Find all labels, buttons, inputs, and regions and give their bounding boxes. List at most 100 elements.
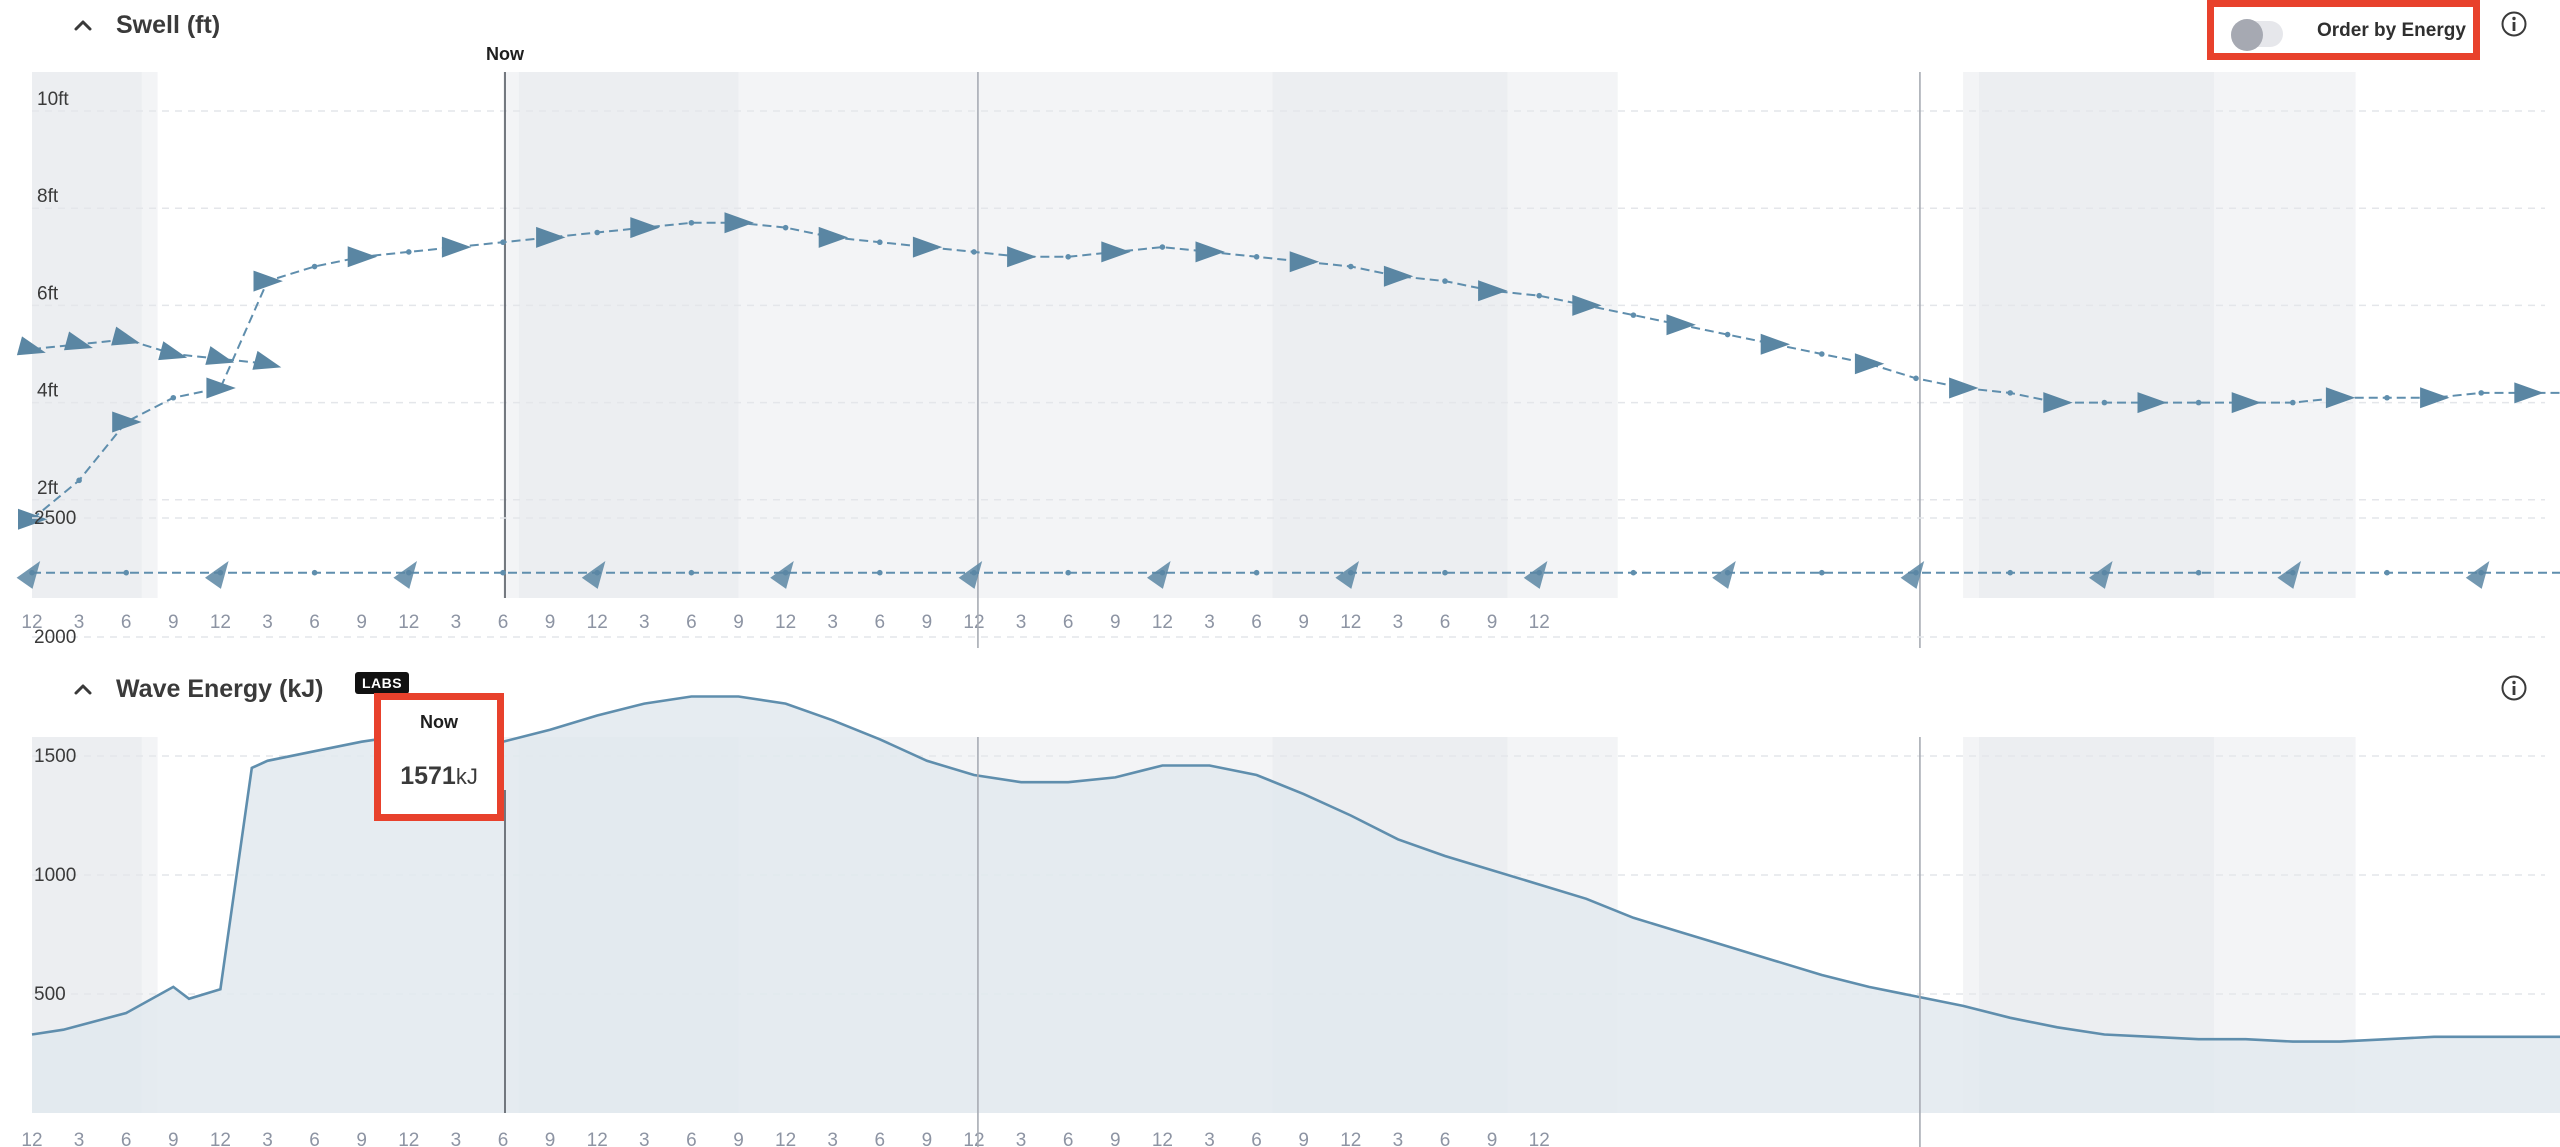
order-by-energy-toggle[interactable] <box>2231 19 2283 51</box>
energy-y-tick-label: 2500 <box>34 508 76 529</box>
swell-x-tick-label: 12 <box>1340 612 1361 633</box>
energy-x-tick-label: 9 <box>1298 1130 1309 1147</box>
swell-data-point <box>1913 375 1919 382</box>
swell-direction-arrow <box>1383 265 1414 287</box>
now-energy-label: Now <box>420 712 458 732</box>
toggle-knob[interactable] <box>2231 19 2263 51</box>
swell-data-point <box>1348 263 1354 270</box>
swell-x-tick-label: 12 <box>1529 612 1550 633</box>
swell-direction-arrow <box>18 508 48 530</box>
swell-x-tick-label: 9 <box>545 612 556 633</box>
swell-x-tick-label: 3 <box>262 612 273 633</box>
energy-x-tick-label: 12 <box>398 1130 419 1147</box>
swell-direction-arrow <box>1147 561 1171 589</box>
swell-x-tick-label: 12 <box>775 612 796 633</box>
swell-direction-arrow <box>16 561 41 589</box>
energy-x-tick-label: 12 <box>210 1130 231 1147</box>
swell-direction-arrow <box>253 270 283 292</box>
swell-direction-arrow <box>2043 392 2073 414</box>
swell-direction-arrow <box>2231 392 2262 414</box>
swell-data-point <box>311 569 318 576</box>
swell-x-tick-label: 3 <box>74 612 85 633</box>
swell-direction-arrow <box>2514 382 2544 404</box>
swell-direction-arrow <box>347 246 378 268</box>
swell-x-tick-label: 3 <box>451 612 462 633</box>
energy-x-tick-label: 3 <box>827 1130 838 1147</box>
swell-direction-arrow <box>206 377 236 399</box>
swell-data-point <box>688 219 695 226</box>
swell-direction-arrow <box>2089 561 2113 589</box>
order-by-energy-toggle-highlight: Order by Energy <box>2207 0 2480 60</box>
swell-x-tick-label: 9 <box>1298 612 1309 633</box>
swell-data-point <box>1724 331 1731 338</box>
swell-data-point <box>76 477 82 484</box>
swell-series-line <box>32 571 2560 574</box>
swell-direction-arrow <box>1712 561 1736 589</box>
swell-day-band <box>141 72 158 598</box>
swell-data-point <box>877 239 883 246</box>
swell-direction-arrow <box>112 411 142 433</box>
swell-data-point <box>406 249 412 255</box>
swell-y-tick-label: 10ft <box>37 89 69 110</box>
swell-section-title: Swell (ft) <box>116 11 221 39</box>
energy-x-tick-label: 6 <box>1440 1130 1451 1147</box>
energy-info-icon[interactable] <box>2500 674 2528 702</box>
swell-day-band <box>1978 72 2215 598</box>
swell-x-tick-label: 3 <box>1204 612 1215 633</box>
swell-x-tick-label: 6 <box>1063 612 1074 633</box>
energy-y-tick-label: 500 <box>34 984 66 1005</box>
swell-direction-arrow <box>1007 246 1037 268</box>
energy-x-tick-label: 6 <box>121 1130 132 1147</box>
energy-y-tick-label: 1000 <box>34 865 76 886</box>
swell-data-point <box>1630 312 1637 318</box>
swell-data-point <box>2195 569 2202 576</box>
energy-x-tick-label: 3 <box>262 1130 273 1147</box>
swell-x-tick-label: 6 <box>875 612 886 633</box>
swell-info-icon[interactable] <box>2500 10 2528 38</box>
order-by-energy-label[interactable]: Order by Energy <box>2317 20 2466 41</box>
swell-day-band <box>1272 72 1508 598</box>
swell-data-point <box>2007 569 2013 576</box>
swell-x-tick-label: 12 <box>210 612 231 633</box>
swell-direction-arrow <box>912 236 943 258</box>
swell-y-tick-label: 6ft <box>37 283 59 304</box>
swell-collapse-chevron-icon[interactable] <box>72 14 94 36</box>
swell-data-point <box>2384 569 2390 576</box>
energy-x-tick-label: 9 <box>545 1130 556 1147</box>
now-energy-unit: kJ <box>455 764 478 789</box>
energy-section-title: Wave Energy (kJ) <box>116 675 324 703</box>
swell-data-point <box>500 569 506 576</box>
swell-day-band <box>1963 72 1979 598</box>
swell-direction-arrow <box>1760 333 1791 355</box>
swell-day-band <box>738 72 1273 598</box>
swell-direction-arrow <box>1854 353 1885 375</box>
swell-data-point <box>1159 244 1166 250</box>
energy-collapse-chevron-icon[interactable] <box>72 678 94 700</box>
swell-data-point <box>2478 390 2484 396</box>
swell-data-point <box>1065 253 1071 260</box>
energy-x-tick-label: 12 <box>1529 1130 1550 1147</box>
swell-y-tick-label: 2ft <box>37 478 59 499</box>
swell-data-point <box>1253 253 1260 260</box>
swell-data-point <box>2195 399 2202 406</box>
swell-direction-arrow <box>630 217 660 239</box>
swell-direction-arrow <box>2277 561 2301 589</box>
swell-direction-arrow <box>2137 392 2167 414</box>
energy-x-tick-label: 3 <box>639 1130 650 1147</box>
energy-x-tick-label: 3 <box>74 1130 85 1147</box>
swell-direction-arrow <box>2465 561 2490 589</box>
swell-day-band <box>2214 72 2356 598</box>
swell-direction-arrow <box>1101 241 1131 263</box>
swell-data-point <box>877 569 883 576</box>
swell-data-point <box>2290 399 2296 406</box>
swell-data-point <box>2101 399 2108 406</box>
swell-x-tick-label: 12 <box>587 612 608 633</box>
swell-direction-arrow <box>1949 377 1979 399</box>
now-energy-value: 1571kJ <box>381 762 497 791</box>
swell-data-point <box>2007 390 2013 396</box>
energy-x-tick-label: 6 <box>309 1130 320 1147</box>
swell-data-point <box>1065 569 1071 576</box>
energy-x-tick-label: 3 <box>1016 1130 1027 1147</box>
swell-x-tick-label: 6 <box>1251 612 1262 633</box>
